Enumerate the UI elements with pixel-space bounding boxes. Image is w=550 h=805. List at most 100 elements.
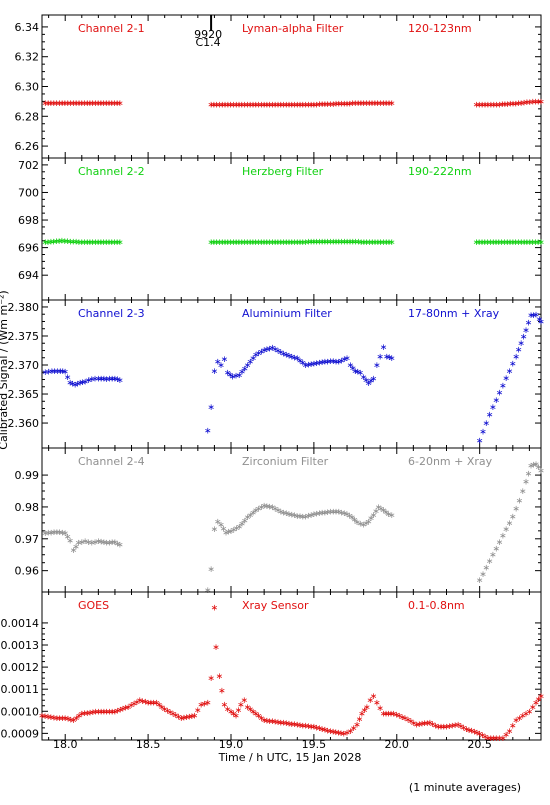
data-point: ∗: [155, 701, 163, 711]
data-point: ∗: [335, 238, 343, 248]
data-point: ∗: [473, 100, 481, 110]
data-point: ∗: [486, 557, 494, 567]
data-point: ∗: [361, 706, 369, 716]
data-point: ∗: [86, 708, 94, 718]
data-point: ∗: [343, 354, 351, 364]
data-point: ∗: [460, 723, 468, 733]
data-point: ∗: [356, 715, 364, 725]
data-point: ∗: [506, 519, 514, 529]
data-point: ∗: [343, 728, 351, 738]
data-point: ∗: [516, 714, 524, 724]
data-point: ∗: [255, 100, 263, 110]
data-point: ∗: [108, 707, 116, 717]
data-point: ∗: [507, 100, 515, 110]
data-point: ∗: [59, 714, 67, 724]
data-point: ∗: [97, 707, 105, 717]
data-point: ∗: [316, 724, 324, 734]
data-point: ∗: [72, 99, 80, 109]
data-point: ∗: [313, 238, 321, 248]
data-point: ∗: [238, 238, 246, 248]
y-axis-title: Calibrated Signal / (Wm m⁻²): [0, 290, 10, 449]
data-point: ∗: [517, 339, 525, 349]
data-point: ∗: [372, 507, 380, 517]
data-point: ∗: [382, 508, 390, 518]
data-point: ∗: [523, 238, 531, 248]
data-point: ∗: [266, 717, 274, 727]
data-point: ∗: [91, 538, 99, 548]
data-point: ∗: [296, 512, 304, 522]
data-point: ∗: [294, 354, 302, 364]
data-point: ∗: [481, 238, 489, 248]
y-tick-label: 0.0011: [1, 683, 40, 696]
data-point: ∗: [78, 238, 86, 248]
data-point: ∗: [310, 359, 318, 369]
data-point: ∗: [111, 707, 119, 717]
data-point: ∗: [318, 725, 326, 735]
data-point: ∗: [100, 538, 108, 548]
data-point: ∗: [484, 238, 492, 248]
data-point: ∗: [382, 238, 390, 248]
data-point: ∗: [366, 696, 374, 706]
data-point: ∗: [299, 721, 307, 731]
data-point: ∗: [207, 238, 215, 248]
data-point: ∗: [217, 361, 225, 371]
data-point: ∗: [338, 238, 346, 248]
data-point: ∗: [67, 99, 75, 109]
data-point: ∗: [499, 532, 507, 542]
data-point: ∗: [244, 513, 252, 523]
data-point: ∗: [269, 503, 277, 513]
data-point: ∗: [305, 360, 313, 370]
data-point: ∗: [75, 99, 83, 109]
data-point: ∗: [537, 317, 545, 327]
data-point: ∗: [255, 505, 263, 515]
data-point: ∗: [413, 721, 421, 731]
data-point: ∗: [280, 238, 288, 248]
data-point: ∗: [502, 374, 510, 384]
data-point: ∗: [492, 238, 500, 248]
data-point: ∗: [116, 99, 124, 109]
data-point: ∗: [377, 505, 385, 515]
data-point: ∗: [288, 352, 296, 362]
data-point: ∗: [194, 706, 202, 716]
data-point: ∗: [263, 238, 271, 248]
data-point: ∗: [69, 238, 77, 248]
data-point: ∗: [50, 713, 58, 723]
data-point: ∗: [376, 704, 384, 714]
band-label: 120-123nm: [408, 22, 472, 35]
data-point: ∗: [369, 238, 377, 248]
data-point: ∗: [103, 375, 111, 385]
data-point: ∗: [241, 364, 249, 374]
data-point: ∗: [97, 538, 105, 548]
data-point: ∗: [210, 100, 218, 110]
data-point: ∗: [302, 722, 310, 732]
data-point: ∗: [354, 368, 362, 378]
data-point: ∗: [238, 100, 246, 110]
data-point: ∗: [532, 311, 540, 321]
data-point: ∗: [532, 97, 540, 107]
data-point: ∗: [443, 723, 451, 733]
data-point: ∗: [321, 237, 329, 247]
data-point: ∗: [327, 357, 335, 367]
data-point: ∗: [363, 99, 371, 109]
data-point: ∗: [484, 100, 492, 110]
data-point: ∗: [434, 723, 442, 733]
data-point: ∗: [116, 376, 124, 386]
data-point: ∗: [294, 512, 302, 522]
data-point: ∗: [475, 100, 483, 110]
data-point: ∗: [529, 97, 537, 107]
data-point: ∗: [291, 238, 299, 248]
data-point: ∗: [310, 238, 318, 248]
data-point: ∗: [532, 698, 540, 708]
data-point: ∗: [374, 99, 382, 109]
data-point: ∗: [61, 237, 69, 247]
data-point: ∗: [479, 731, 487, 741]
data-point: ∗: [537, 692, 545, 702]
data-point: ∗: [285, 352, 293, 362]
y-tick-label: 6.32: [15, 51, 40, 64]
data-point: ∗: [487, 100, 495, 110]
y-tick-label: 698: [18, 214, 39, 227]
data-point: ∗: [224, 238, 232, 248]
data-point: ∗: [53, 99, 61, 109]
data-point: ∗: [116, 541, 124, 551]
data-point: ∗: [502, 730, 510, 740]
